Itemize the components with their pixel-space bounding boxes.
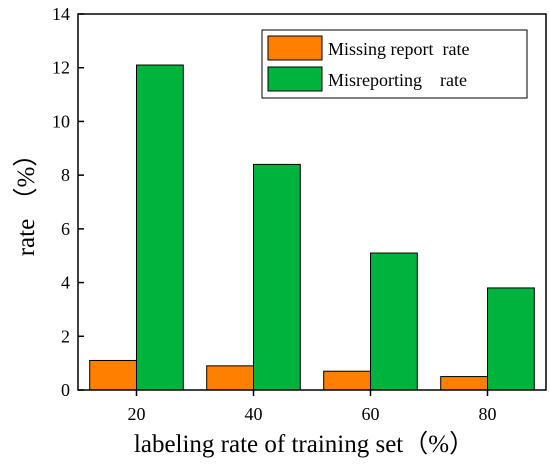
legend-label-missing-report-rate: Missing report rate [328, 39, 469, 59]
y-axis-title: rate （%） [12, 142, 40, 257]
bar-misreporting-20 [136, 64, 184, 391]
y-tick-label: 2 [61, 326, 70, 346]
y-tick-label: 4 [61, 273, 70, 293]
y-tick-label: 8 [61, 165, 70, 185]
legend-swatch-misreporting-rate [267, 66, 323, 92]
bar-misreporting-80 [487, 287, 535, 391]
y-tick-label: 10 [52, 111, 70, 131]
bar-missing-report-80 [440, 376, 489, 391]
bar-misreporting-40 [253, 163, 301, 391]
bar-missing-report-20 [89, 359, 137, 391]
x-axis-title: labeling rate of training set（%） [134, 430, 474, 458]
bar-missing-report-60 [323, 370, 372, 391]
x-tick-label: 20 [128, 404, 146, 424]
y-tick-label: 0 [61, 380, 70, 400]
y-tick-label: 12 [52, 58, 70, 78]
x-tick-label: 60 [362, 404, 380, 424]
plot-area-frame [77, 13, 547, 391]
y-tick-label: 14 [52, 4, 70, 24]
x-tick-label: 40 [245, 404, 263, 424]
bars-layer [89, 64, 535, 391]
y-axis: 0 2 4 6 8 10 12 14 [52, 4, 84, 400]
bar-missing-report-40 [206, 365, 254, 391]
legend-swatch-missing-report-rate [267, 35, 323, 61]
legend: Missing report rate Misreporting rate [261, 29, 528, 99]
x-axis: 20 40 60 80 [128, 390, 497, 424]
legend-label-misreporting-rate: Misreporting rate [328, 70, 467, 90]
y-tick-label: 6 [61, 219, 70, 239]
bar-misreporting-60 [370, 252, 418, 391]
x-tick-label: 80 [479, 404, 497, 424]
